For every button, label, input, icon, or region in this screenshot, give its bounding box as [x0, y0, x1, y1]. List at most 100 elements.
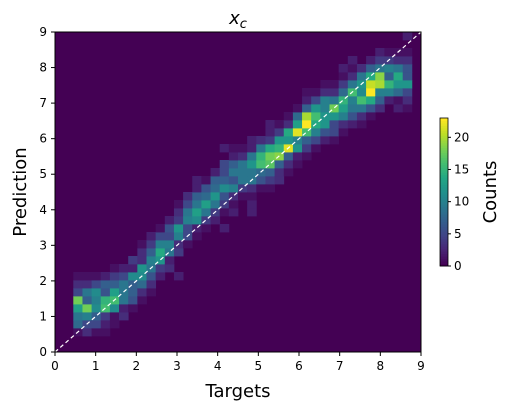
heatmap-cell: [219, 184, 230, 193]
heatmap-cell: [302, 88, 312, 97]
heatmap-cell: [109, 320, 120, 329]
heatmap-cell: [292, 104, 303, 113]
heatmap-cell: [402, 96, 413, 105]
heatmap-cell: [375, 56, 385, 65]
heatmap-cell: [228, 184, 239, 193]
heatmap-cell: [155, 256, 166, 265]
heatmap-cell: [338, 88, 349, 97]
heatmap-cell: [347, 80, 358, 89]
heatmap-cell: [393, 88, 404, 97]
heatmap-cell: [201, 216, 211, 225]
colorbar-segment: [440, 231, 448, 235]
heatmap-cell: [283, 152, 294, 161]
heatmap-cell: [164, 248, 175, 257]
heatmap-cell: [338, 112, 349, 121]
colorbar-segment: [440, 243, 448, 247]
x-tick-label: 2: [133, 359, 141, 373]
heatmap-cell: [155, 272, 166, 281]
heatmap-cell: [201, 200, 211, 209]
heatmap-cell: [402, 56, 413, 65]
heatmap-cell: [119, 304, 129, 313]
heatmap-cell: [238, 192, 248, 201]
heatmap-cell: [302, 128, 312, 137]
heatmap-cell: [292, 160, 303, 169]
heatmap-cell: [402, 104, 413, 113]
heatmap-cell: [265, 152, 275, 161]
colorbar-segment: [440, 206, 448, 210]
colorbar-segment: [440, 224, 448, 228]
heatmap-cell: [329, 120, 340, 129]
y-tick-label: 5: [39, 167, 47, 181]
heatmap-cell: [247, 192, 257, 201]
colorbar-segment: [440, 201, 448, 205]
y-tick-label: 8: [39, 61, 47, 75]
x-axis-label: Targets: [204, 381, 270, 402]
heatmap-cell: [155, 232, 166, 241]
colorbar-segment: [440, 127, 448, 131]
heatmap-cell: [283, 168, 294, 177]
colorbar-segment: [440, 189, 448, 193]
heatmap-cell: [302, 144, 312, 153]
heatmap-cell: [109, 280, 120, 289]
heatmap-cell: [320, 96, 330, 105]
y-tick-label: 1: [39, 309, 47, 323]
heatmap-cell: [128, 304, 138, 313]
x-tick-label: 5: [255, 359, 263, 373]
heatmap-cell: [109, 312, 120, 321]
heatmap-cell: [82, 296, 92, 305]
heatmap-cell: [91, 288, 102, 297]
colorbar-segment: [440, 233, 448, 237]
heatmap-cell: [283, 120, 294, 129]
heatmap-cell: [356, 88, 367, 97]
heatmap-cell: [375, 104, 385, 113]
x-axis-ticks: 0 1 2 3 4 5 6 7 8 9: [51, 352, 425, 373]
y-tick-label: 3: [39, 238, 47, 252]
colorbar-tick-label: 20: [454, 130, 469, 144]
heatmap-cell: [91, 304, 102, 313]
heatmap-cell: [338, 96, 349, 105]
heatmap-cell: [128, 272, 138, 281]
heatmap-cell: [183, 240, 193, 249]
colorbar-segment: [440, 256, 448, 260]
heatmap-cell: [109, 304, 120, 313]
heatmap-cell: [393, 56, 404, 65]
colorbar-segment: [440, 216, 448, 220]
y-tick-label: 6: [39, 132, 47, 146]
colorbar-segment: [440, 246, 448, 250]
heatmap-cell: [311, 88, 321, 97]
heatmap-cell: [128, 280, 138, 289]
colorbar-segment: [440, 140, 448, 144]
heatmap-cell: [128, 264, 138, 273]
heatmap-cell: [82, 280, 92, 289]
y-tick-label: 9: [39, 25, 47, 39]
heatmap-cell: [183, 200, 193, 209]
heatmap-cell: [164, 256, 175, 265]
colorbar-tick-label: 0: [454, 259, 462, 273]
y-tick-label: 7: [39, 96, 47, 110]
heatmap-cell: [393, 64, 404, 73]
heatmap-cell: [228, 176, 239, 185]
heatmap-cell: [137, 288, 147, 297]
heatmap-cell: [329, 104, 340, 113]
heatmap-cell: [210, 184, 221, 193]
colorbar-segment: [440, 130, 448, 134]
colorbar-segment: [440, 253, 448, 257]
heatmap-cell: [256, 184, 266, 193]
heatmap-cell: [347, 120, 358, 129]
heatmap-cell: [82, 312, 92, 321]
x-tick-label: 3: [173, 359, 181, 373]
heatmap-cell: [256, 152, 266, 161]
heatmap-cell: [274, 120, 285, 129]
heatmap-cell: [402, 80, 413, 89]
heatmap-cell: [393, 96, 404, 105]
heatmap-cell: [164, 264, 175, 273]
heatmap-cell: [356, 104, 367, 113]
heatmap-cell: [100, 280, 111, 289]
heatmap-cell: [100, 320, 111, 329]
heatmap-cell: [228, 208, 239, 217]
heatmap-cell: [375, 64, 385, 73]
heatmap-cell: [283, 128, 294, 137]
heatmap-cell: [109, 272, 120, 281]
title-subscript: c: [240, 17, 247, 32]
